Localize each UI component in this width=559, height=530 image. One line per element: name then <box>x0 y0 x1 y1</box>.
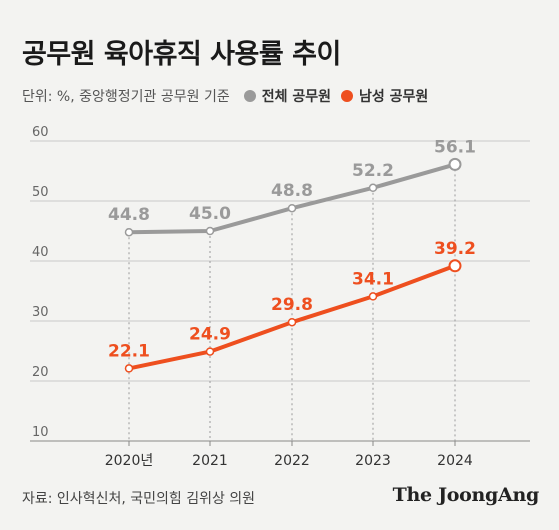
x-tick-label: 2021 <box>192 453 228 469</box>
brand-logo: The JoongAng <box>392 484 540 506</box>
series-line-male <box>128 263 456 371</box>
data-label: 48.8 <box>271 181 313 201</box>
y-tick-label: 30 <box>32 305 49 320</box>
legend-label-all: 전체 공무원 <box>261 89 331 105</box>
x-tick-label: 2020년 <box>105 453 154 469</box>
data-label: 34.1 <box>352 269 394 289</box>
data-label: 24.9 <box>189 325 231 345</box>
legend-dot-all <box>243 90 256 102</box>
data-point <box>368 292 378 301</box>
x-tick-label: 2023 <box>355 453 391 469</box>
data-point <box>368 183 378 193</box>
x-tick-label: 2022 <box>274 453 310 469</box>
y-tick-label: 60 <box>32 125 49 140</box>
legend-item-male: 남성 공무원 <box>341 86 428 106</box>
y-tick-label: 10 <box>32 425 49 440</box>
y-tick-label: 20 <box>32 365 49 380</box>
legend-item-all: 전체 공무원 <box>243 86 331 106</box>
data-label: 45.0 <box>189 204 231 224</box>
data-point <box>448 157 462 171</box>
source-note: 자료: 인사혁신처, 국민의힘 김위상 의원 <box>22 491 256 507</box>
line-chart: 10 20 30 40 50 60 2020년 2021 2022 2023 2024 44.8 45.… <box>30 125 530 469</box>
data-label: 56.1 <box>434 137 476 157</box>
data-point <box>124 364 134 373</box>
chart-title: 공무원 육아휴직 사용률 추이 <box>22 39 341 70</box>
legend-dot-male <box>341 90 353 102</box>
data-label: 44.8 <box>108 205 150 225</box>
subtitle-row: 단위: %, 중앙행정기관 공무원 기준 전체 공무원 남성 공무원 <box>22 86 438 106</box>
data-label: 29.8 <box>271 295 313 315</box>
data-label: 52.2 <box>352 161 394 181</box>
data-label: 39.2 <box>434 239 476 259</box>
y-tick-label: 40 <box>32 245 49 260</box>
y-tick-label: 50 <box>32 185 49 200</box>
data-point <box>205 347 215 356</box>
unit-note: 단위: %, 중앙행정기관 공무원 기준 <box>22 89 230 105</box>
data-point <box>448 259 462 273</box>
data-point <box>287 203 297 213</box>
data-point <box>124 227 134 237</box>
data-point <box>205 226 215 236</box>
x-tick-label: 2024 <box>437 453 473 469</box>
data-label: 22.1 <box>108 341 150 361</box>
data-point <box>287 317 297 327</box>
legend-label-male: 남성 공무원 <box>359 89 429 105</box>
